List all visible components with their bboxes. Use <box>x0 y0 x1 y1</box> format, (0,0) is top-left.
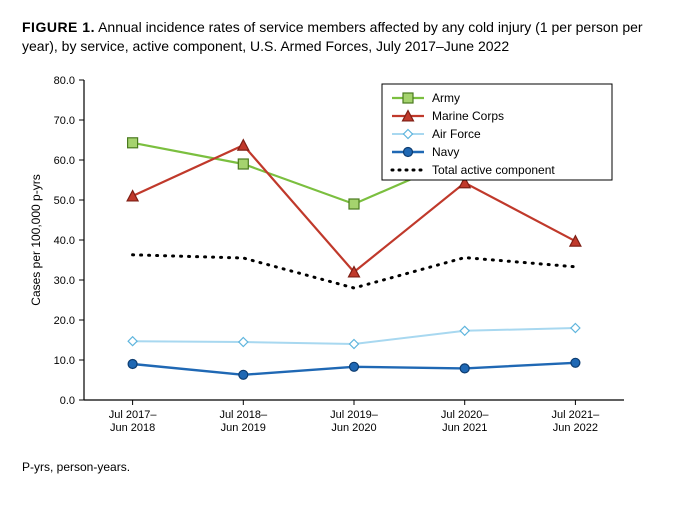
series-marker <box>350 362 359 371</box>
legend-label: Marine Corps <box>432 109 504 123</box>
series-marker <box>570 235 581 245</box>
series-marker <box>128 359 137 368</box>
y-tick-label: 0.0 <box>60 395 75 407</box>
figure-label: FIGURE 1. <box>22 19 95 35</box>
figure-caption: FIGURE 1. Annual incidence rates of serv… <box>22 18 662 56</box>
x-tick-label: Jul 2020– <box>441 409 490 421</box>
y-axis-title: Cases per 100,000 p-yrs <box>29 174 43 305</box>
series-marker <box>460 364 469 373</box>
x-tick-label: Jun 2020 <box>331 422 376 434</box>
footnote: P-yrs, person-years. <box>22 460 662 474</box>
x-tick-label: Jul 2021– <box>552 409 601 421</box>
series-marker <box>128 138 138 148</box>
series-marker <box>350 339 359 348</box>
y-tick-label: 60.0 <box>54 155 75 167</box>
series-marker <box>238 159 248 169</box>
x-tick-label: Jun 2022 <box>553 422 598 434</box>
series-marker <box>349 199 359 209</box>
series-marker <box>128 336 137 345</box>
legend-label: Air Force <box>432 127 481 141</box>
x-tick-label: Jul 2017– <box>109 409 158 421</box>
figure-caption-text: Annual incidence rates of service member… <box>22 19 643 54</box>
series-marker <box>239 337 248 346</box>
legend-label: Total active component <box>432 163 555 177</box>
series-marker <box>239 370 248 379</box>
y-tick-label: 80.0 <box>54 75 75 87</box>
x-tick-label: Jun 2019 <box>221 422 266 434</box>
x-tick-label: Jul 2018– <box>219 409 268 421</box>
series-marker <box>460 326 469 335</box>
legend-label: Army <box>432 91 460 105</box>
series-marker <box>238 139 249 149</box>
y-tick-label: 40.0 <box>54 235 75 247</box>
series-marker <box>571 358 580 367</box>
y-tick-label: 50.0 <box>54 195 75 207</box>
x-tick-label: Jun 2021 <box>442 422 487 434</box>
y-tick-label: 20.0 <box>54 315 75 327</box>
legend-label: Navy <box>432 145 459 159</box>
y-tick-label: 30.0 <box>54 275 75 287</box>
series-marker <box>571 323 580 332</box>
y-tick-label: 10.0 <box>54 355 75 367</box>
line-chart: 0.0 10.0 20.0 30.0 40.0 50.0 60.0 70.0 80.0 Cases… <box>22 70 642 450</box>
x-tick-label: Jul 2019– <box>330 409 379 421</box>
y-tick-label: 70.0 <box>54 115 75 127</box>
series-marker <box>127 190 138 200</box>
x-tick-label: Jun 2018 <box>110 422 155 434</box>
